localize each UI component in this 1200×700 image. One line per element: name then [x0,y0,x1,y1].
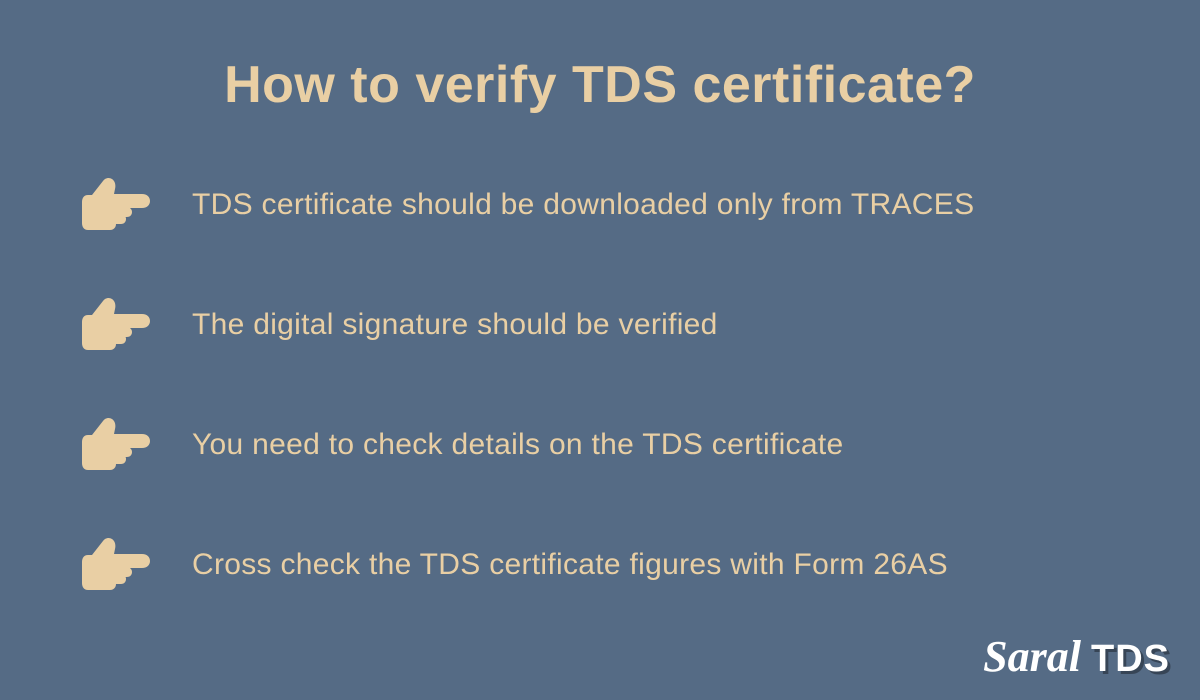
page-title: How to verify TDS certificate? [70,55,1130,115]
pointing-hand-icon [80,415,152,475]
list-item-text: Cross check the TDS certificate figures … [192,548,948,582]
logo-tds-text: TDS [1091,638,1170,681]
list-item: The digital signature should be verified [80,295,1130,355]
list-item: You need to check details on the TDS cer… [80,415,1130,475]
list-item-text: TDS certificate should be downloaded onl… [192,188,974,222]
infographic-container: How to verify TDS certificate? TDS certi… [0,0,1200,595]
list-item: TDS certificate should be downloaded onl… [80,175,1130,235]
pointing-hand-icon [80,535,152,595]
points-list: TDS certificate should be downloaded onl… [70,175,1130,595]
pointing-hand-icon [80,295,152,355]
pointing-hand-icon [80,175,152,235]
list-item-text: The digital signature should be verified [192,308,718,342]
brand-logo: Saral TDS [983,631,1170,682]
list-item-text: You need to check details on the TDS cer… [192,428,843,462]
logo-saral-text: Saral [983,631,1081,682]
list-item: Cross check the TDS certificate figures … [80,535,1130,595]
